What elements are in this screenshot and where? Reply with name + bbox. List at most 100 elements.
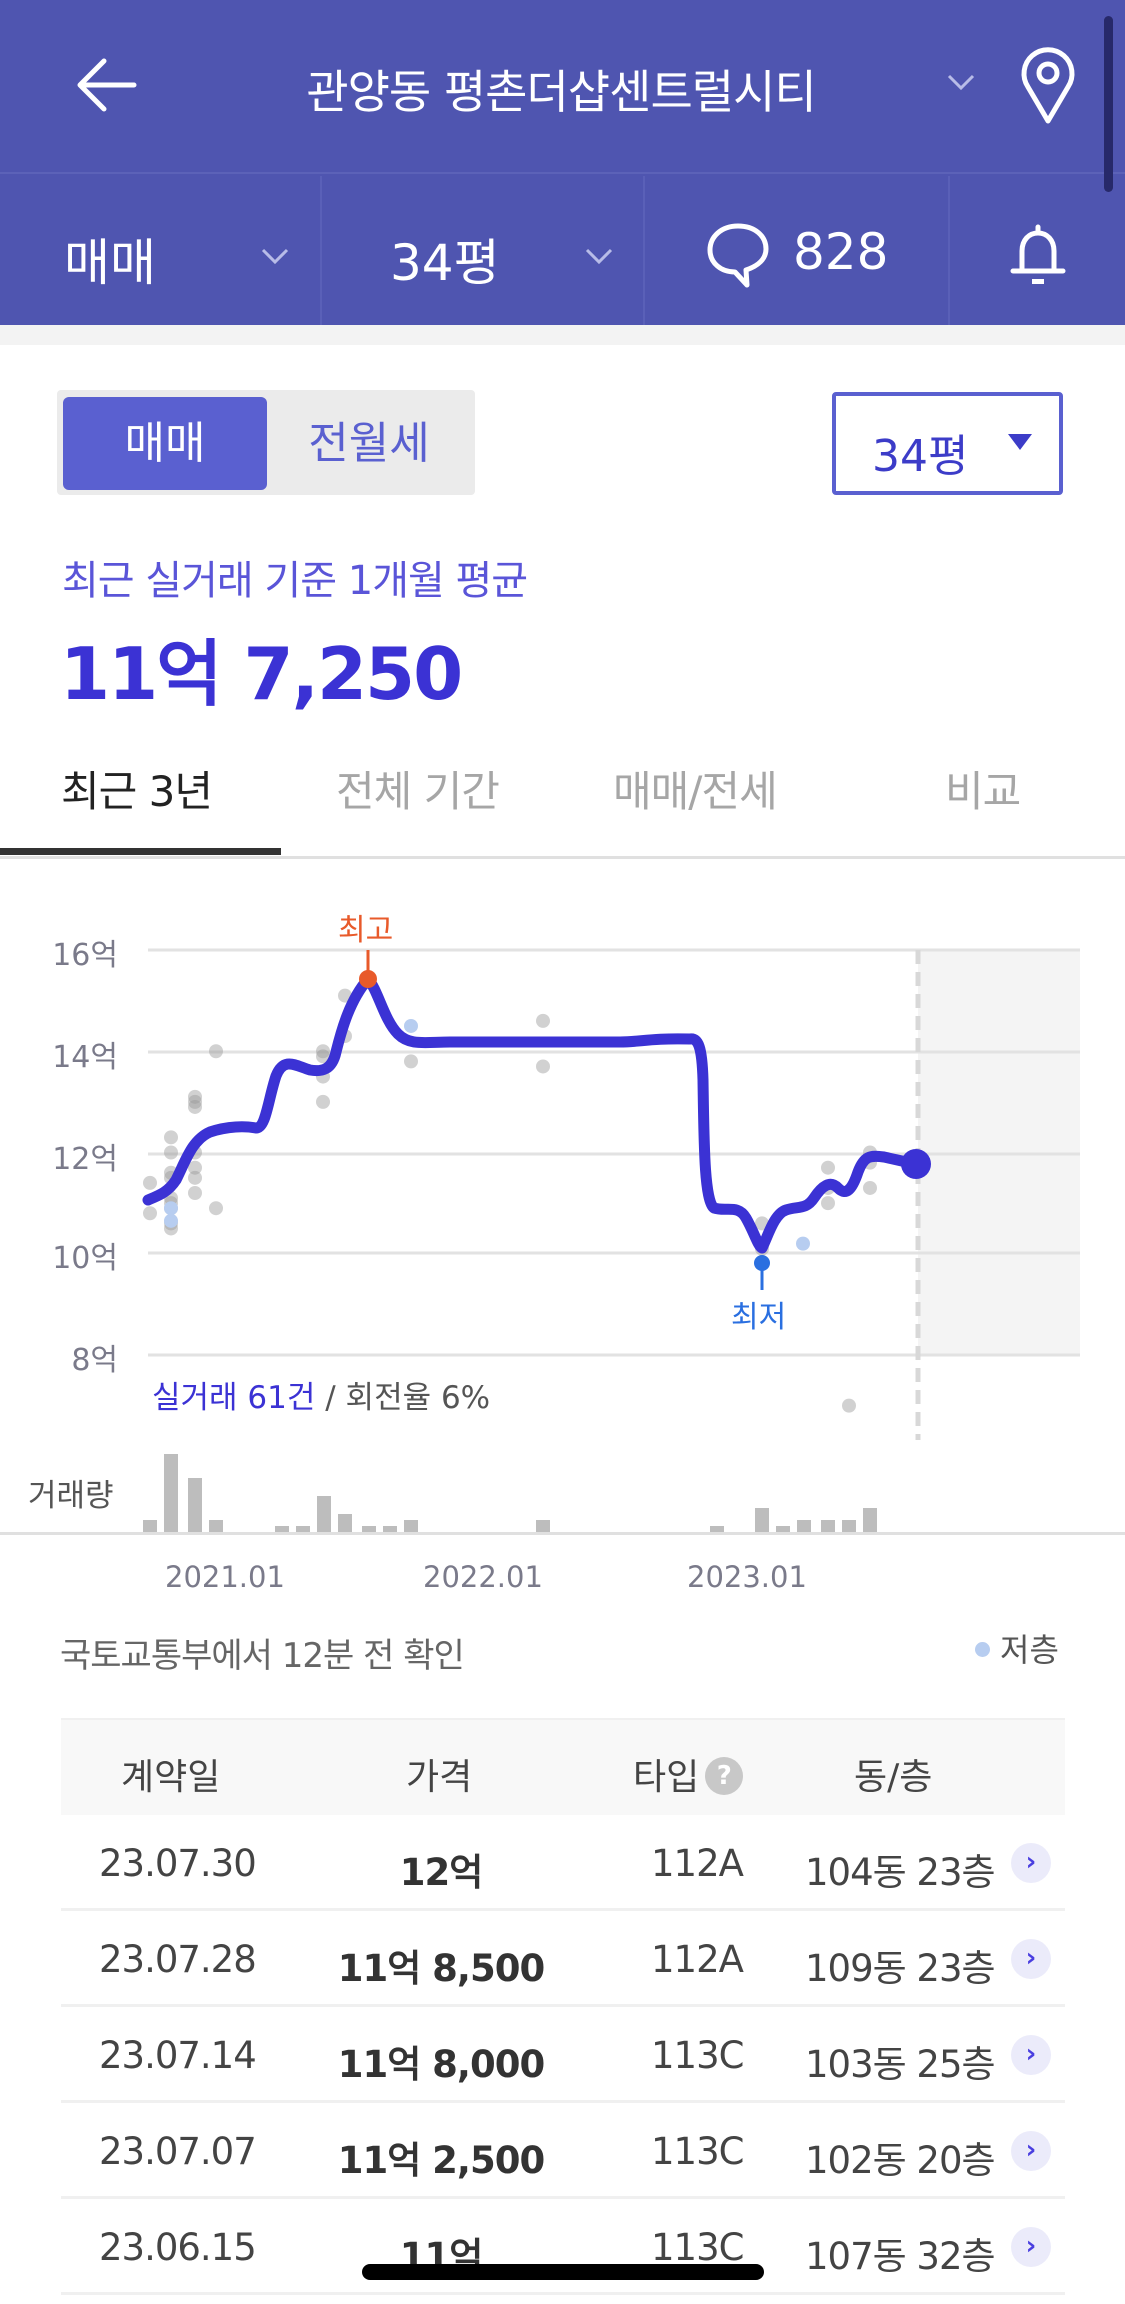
chevron-right-icon[interactable]: › [1011, 1843, 1051, 1883]
transaction-dot [316, 1094, 330, 1109]
cell-unit: 104동 23층 [805, 1851, 996, 1894]
transaction-dot [164, 1145, 178, 1160]
transaction-dot [821, 1196, 835, 1211]
complex-title[interactable]: 관양동 평촌더샵센트럴시티 [306, 65, 816, 119]
chevron-right-icon[interactable]: › [1011, 2227, 1051, 2267]
chevron-right-icon[interactable]: › [1011, 1939, 1051, 1979]
cell-date: 23.07.30 [99, 1842, 257, 1885]
cell-price: 11억 8,500 [337, 1947, 545, 1990]
volume-label: 거래량 [28, 1478, 114, 1514]
transaction-dot [821, 1160, 835, 1175]
deal-type-label: 매매 [64, 234, 156, 292]
table-header: 계약일 가격 타입? 동/층 [61, 1718, 1065, 1815]
transaction-dot [188, 1186, 202, 1200]
volume-bar [188, 1478, 202, 1532]
table-row[interactable]: 23.07.14 11억 8,000 113C 103동 25층 › [61, 2007, 1065, 2103]
y-tick: 16억 [52, 938, 118, 973]
home-indicator[interactable] [362, 2264, 764, 2280]
chevron-down-icon[interactable] [946, 72, 976, 92]
volume-bar [383, 1526, 397, 1532]
price-chart[interactable] [0, 0, 1125, 1560]
transaction-dot [188, 1160, 202, 1175]
chart-stats: 실거래 61건 / 회전율 6% [152, 1372, 490, 1417]
turnover-rate: 회전율 6% [345, 1380, 491, 1416]
back-arrow-icon[interactable] [72, 55, 142, 115]
help-icon[interactable]: ? [705, 1757, 744, 1795]
volume-bar [164, 1454, 178, 1532]
cell-date: 23.07.14 [99, 2034, 257, 2077]
tab-sale-vs-jeonse[interactable]: 매매/전세 [613, 767, 778, 816]
size-label: 34평 [390, 234, 500, 292]
volume-bar [362, 1526, 376, 1532]
y-tick: 10억 [52, 1241, 118, 1276]
cell-date: 23.07.07 [99, 2130, 257, 2173]
volume-bar [338, 1514, 352, 1532]
cell-unit: 103동 25층 [805, 2043, 996, 2086]
x-tick: 2021.01 [165, 1560, 285, 1594]
volume-bar [842, 1520, 856, 1532]
volume-bars [143, 1454, 877, 1532]
y-tick: 8억 [71, 1343, 118, 1378]
scrollbar[interactable] [1104, 16, 1113, 192]
volume-bar [821, 1520, 835, 1532]
high-label: 최고 [338, 913, 394, 948]
transaction-dot [209, 1201, 223, 1216]
average-price-label: 최근 실거래 기준 1개월 평균 [62, 558, 528, 604]
cell-type: 113C [651, 2034, 744, 2077]
tab-recent-3-years[interactable]: 최근 3년 [61, 767, 213, 816]
trend-line [142, 973, 922, 1254]
table-row[interactable]: 23.06.15 11억 113C 107동 32층 › [61, 2199, 1065, 2295]
transaction-dot [863, 1180, 877, 1195]
map-pin-icon[interactable] [1020, 45, 1076, 125]
stats-separator: / [315, 1380, 346, 1416]
volume-bar [143, 1520, 157, 1532]
table-row[interactable]: 23.07.30 12억 112A 104동 23층 › [61, 1815, 1065, 1911]
transaction-dot [143, 1206, 157, 1221]
size-selector[interactable]: 34평 [322, 176, 645, 325]
transaction-dot [404, 1054, 418, 1069]
low-marker [754, 1255, 770, 1271]
deal-type-selector[interactable]: 매매 [0, 176, 322, 325]
comments-button[interactable]: 828 [645, 176, 950, 325]
legend-dot-icon [975, 1641, 990, 1657]
low-floor-dot [164, 1201, 178, 1216]
x-tick: 2022.01 [423, 1560, 543, 1594]
cell-type: 112A [651, 1938, 744, 1981]
volume-bar [296, 1526, 310, 1532]
transaction-dot [536, 1013, 550, 1028]
data-source-note: 국토교통부에서 12분 전 확인 [60, 1636, 465, 1676]
transaction-dot [188, 1089, 202, 1104]
cell-type: 112A [651, 1842, 744, 1885]
tab-all-period[interactable]: 전체 기간 [336, 767, 500, 816]
transaction-dot [316, 1044, 330, 1059]
table-row[interactable]: 23.07.28 11억 8,500 112A 109동 23층 › [61, 1911, 1065, 2007]
app-header: 관양동 평촌더샵센트럴시티 매매 34평 828 [0, 0, 1125, 325]
tab-divider [0, 856, 1125, 859]
cell-type: 113C [651, 2130, 744, 2173]
header-price: 가격 [406, 1757, 473, 1798]
volume-bar [209, 1520, 223, 1532]
low-label: 최저 [731, 1300, 787, 1335]
toggle-rent[interactable]: 전월세 [308, 418, 430, 469]
header-unit: 동/층 [854, 1757, 933, 1798]
volume-bar [404, 1520, 418, 1532]
tab-compare[interactable]: 비교 [945, 767, 1021, 816]
legend-low-floor: 저층 [975, 1625, 1059, 1671]
volume-baseline [0, 1532, 1125, 1535]
chevron-down-icon [261, 248, 289, 265]
cell-date: 23.06.15 [99, 2226, 257, 2269]
bell-icon [1010, 224, 1066, 284]
low-floor-dot [164, 1213, 178, 1228]
chevron-right-icon[interactable]: › [1011, 2035, 1051, 2075]
volume-bar [863, 1508, 877, 1532]
size-dropdown[interactable]: 34평 [832, 392, 1063, 495]
deal-type-toggle: 매매 전월세 [57, 390, 475, 495]
volume-bar [776, 1526, 790, 1532]
notification-button[interactable] [950, 176, 1125, 325]
table-row[interactable]: 23.07.07 11억 2,500 113C 102동 20층 › [61, 2103, 1065, 2199]
chevron-right-icon[interactable]: › [1011, 2131, 1051, 2171]
toggle-sale[interactable]: 매매 [63, 397, 267, 490]
cell-type: 113C [651, 2226, 744, 2269]
volume-bar [755, 1508, 769, 1532]
latest-point [901, 1149, 931, 1179]
